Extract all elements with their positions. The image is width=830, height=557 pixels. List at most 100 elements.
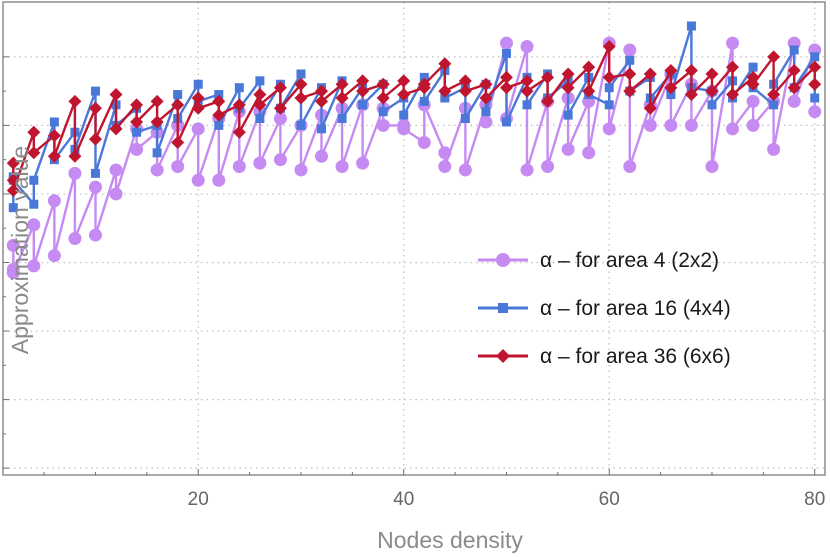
axis-ticks: 204060800123456 (3, 56, 825, 510)
data-point-1-32 (317, 124, 327, 134)
data-point-0-16 (150, 163, 164, 177)
data-point-2-38 (376, 91, 390, 105)
data-point-0-30 (294, 163, 308, 177)
data-point-2-6 (47, 149, 61, 163)
data-point-2-26 (253, 98, 267, 112)
data-point-2-4 (27, 146, 41, 160)
data-point-1-66 (666, 90, 676, 100)
legend-label-area-4: α – for area 4 (2x2) (540, 249, 719, 272)
data-point-1-61 (625, 55, 635, 65)
x-axis-label: Nodes density (377, 527, 523, 553)
data-point-1-34 (337, 114, 347, 124)
data-point-2-65 (664, 64, 678, 78)
legend-marker-circle (496, 253, 510, 267)
data-point-1-4 (29, 175, 39, 185)
data-point-0-68 (684, 118, 698, 132)
data-point-1-56 (563, 110, 573, 120)
data-point-0-32 (315, 149, 329, 163)
legend-entry-area-16: α – for area 16 (4x4) (478, 297, 731, 320)
data-point-2-60 (602, 70, 616, 84)
data-point-2-3 (27, 125, 41, 139)
data-point-2-48 (479, 91, 493, 105)
data-point-0-49 (499, 36, 513, 50)
data-point-2-31 (315, 84, 329, 98)
y-axis-label: Approximation value (7, 146, 33, 354)
data-point-1-25 (255, 76, 265, 86)
data-point-1-40 (399, 110, 409, 120)
data-point-2-44 (438, 84, 452, 98)
data-point-0-76 (767, 142, 781, 156)
data-point-2-70 (705, 84, 719, 98)
data-point-0-78 (787, 94, 801, 108)
data-point-2-30 (294, 91, 308, 105)
data-point-1-42 (419, 96, 429, 106)
legend-entry-area-36: α – for area 36 (6x6) (478, 345, 731, 368)
data-point-1-22 (214, 120, 224, 130)
data-point-2-67 (684, 64, 698, 78)
data-point-2-28 (273, 101, 287, 115)
data-point-2-43 (438, 57, 452, 71)
data-point-1-3 (29, 199, 39, 209)
data-point-2-47 (479, 77, 493, 91)
legend-marker-square (498, 303, 508, 313)
data-point-1-75 (769, 100, 779, 110)
data-point-2-56 (561, 81, 575, 95)
data-point-2-51 (520, 74, 534, 88)
series-line-0 (12, 41, 816, 274)
data-point-0-72 (726, 122, 740, 136)
series-2 (6, 40, 822, 198)
data-point-2-73 (746, 70, 760, 84)
data-point-2-35 (356, 74, 370, 88)
data-point-0-44 (438, 160, 452, 174)
data-point-2-0 (6, 156, 20, 170)
data-point-0-9 (88, 180, 102, 194)
series-0 (6, 36, 822, 280)
legend-label-area-16: α – for area 16 (4x4) (540, 297, 731, 320)
data-point-2-62 (623, 84, 637, 98)
data-point-2-12 (109, 122, 123, 136)
data-point-0-26 (253, 156, 267, 170)
data-point-2-78 (787, 81, 801, 95)
data-point-0-24 (232, 160, 246, 174)
data-point-0-20 (191, 173, 205, 187)
data-point-0-64 (643, 118, 657, 132)
data-point-0-22 (212, 173, 226, 187)
data-point-0-34 (335, 160, 349, 174)
data-point-2-25 (253, 88, 267, 102)
x-tick-label-80: 80 (804, 489, 825, 510)
data-point-0-8 (68, 232, 82, 245)
legend-entry-area-4: α – for area 4 (2x2) (478, 249, 719, 272)
data-point-2-39 (397, 74, 411, 88)
data-point-1-17 (173, 90, 183, 100)
data-point-1-38 (378, 107, 388, 117)
data-point-2-53 (541, 70, 555, 84)
data-point-2-79 (808, 60, 822, 74)
data-point-0-27 (273, 112, 287, 126)
data-point-0-19 (191, 122, 205, 136)
data-point-1-79 (810, 52, 820, 62)
data-point-2-75 (767, 50, 781, 64)
data-point-1-23 (234, 83, 244, 93)
plot-frame (2, 1, 826, 476)
data-point-1-30 (296, 120, 306, 130)
data-point-2-71 (726, 60, 740, 74)
data-point-2-2 (6, 184, 20, 198)
data-point-0-10 (88, 228, 102, 242)
data-point-1-21 (214, 90, 224, 100)
data-point-2-76 (767, 88, 781, 102)
data-point-2-1 (6, 173, 20, 187)
data-point-1-77 (789, 45, 799, 55)
series-layer (6, 21, 822, 280)
data-point-2-18 (171, 136, 185, 150)
data-point-1-52 (522, 100, 532, 110)
data-point-2-19 (191, 91, 205, 105)
data-point-2-24 (232, 125, 246, 139)
data-point-1-41 (419, 72, 429, 82)
data-point-2-5 (47, 129, 61, 143)
data-point-2-55 (561, 67, 575, 81)
data-point-2-33 (335, 77, 349, 91)
data-point-1-59 (604, 100, 614, 110)
data-point-1-60 (604, 83, 614, 93)
data-point-1-44 (440, 93, 450, 103)
data-point-2-14 (130, 115, 144, 129)
